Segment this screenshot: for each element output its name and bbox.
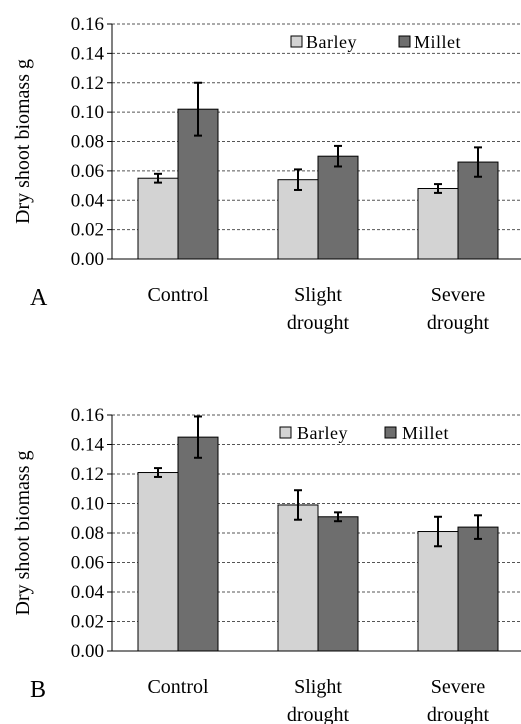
bar-barley [137,177,179,260]
bar-millet [317,516,359,652]
bar-barley [417,188,459,260]
y-tick-label: 0.16 [71,405,104,426]
x-category-label: Control [147,284,209,306]
y-tick-label: 0.12 [71,73,104,94]
y-tick-label: 0.02 [71,612,104,633]
y-axis-title: Dry shoot biomass g [12,451,34,616]
x-category-label: Control [147,676,209,698]
bar-millet [317,155,359,260]
x-category-label: Slight drought [287,676,350,724]
y-tick-label: 0.10 [71,494,104,515]
legend-label: Millet [414,32,461,52]
bar-barley [137,472,179,652]
legend-swatch [279,426,292,439]
y-tick-label: 0.04 [71,190,105,211]
bar-barley [277,504,319,652]
bar-barley [417,531,459,652]
panel-label: B [30,677,46,703]
x-category-label: Severe drought [427,676,490,724]
y-tick-label: 0.08 [71,523,104,544]
y-tick-label: 0.12 [71,464,104,485]
legend-swatch [290,35,303,48]
y-tick-label: 0.08 [71,132,104,153]
legend-swatch [384,426,397,439]
legend-label: Barley [306,32,357,52]
y-axis-title: Dry shoot biomass g [12,59,34,224]
y-tick-label: 0.00 [71,249,104,270]
chart-panel-b: 0.00 0.02 0.04 0.06 0.08 0.10 0.12 0.14 0.16 Dry … [12,405,521,724]
bar-millet [457,161,499,260]
bar-millet [177,436,219,652]
y-tick-label: 0.10 [71,102,104,123]
bar-barley [277,179,319,260]
legend-swatch [398,35,411,48]
y-tick-label: 0.02 [71,220,104,241]
y-tick-label: 0.06 [71,161,104,182]
x-category-label: Slight drought [287,284,350,334]
legend-label: Barley [297,423,348,443]
y-tick-label: 0.06 [71,553,104,574]
y-tick-label: 0.04 [71,582,105,603]
bar-millet [457,526,499,652]
y-tick-label: 0.14 [71,43,105,64]
chart-panel-a: 0.00 0.02 0.04 0.06 0.08 0.10 0.12 0.14 0.16 Dry … [12,14,521,334]
y-tick-label: 0.14 [71,435,105,456]
panel-label: A [30,285,48,311]
x-category-label: Severe drought [427,284,490,334]
y-tick-label: 0.00 [71,641,104,662]
y-tick-label: 0.16 [71,14,104,35]
legend-label: Millet [402,423,449,443]
